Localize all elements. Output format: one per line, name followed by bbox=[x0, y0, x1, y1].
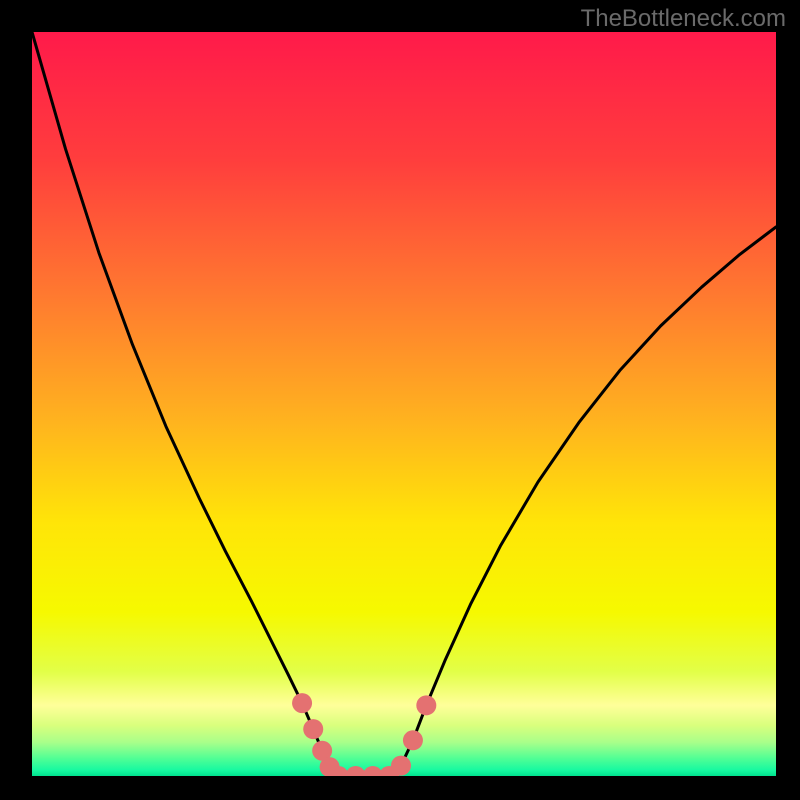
curve-marker bbox=[403, 730, 423, 750]
curve-marker bbox=[346, 766, 366, 776]
curve-marker bbox=[391, 756, 411, 776]
curve-marker bbox=[416, 695, 436, 715]
watermark-label: TheBottleneck.com bbox=[581, 5, 786, 33]
curve-marker bbox=[292, 693, 312, 713]
curve-marker bbox=[303, 719, 323, 739]
chart-overlay bbox=[32, 32, 776, 776]
plot-area bbox=[32, 32, 776, 776]
bottleneck-curve bbox=[32, 32, 776, 776]
chart-canvas: TheBottleneck.com bbox=[0, 0, 800, 800]
